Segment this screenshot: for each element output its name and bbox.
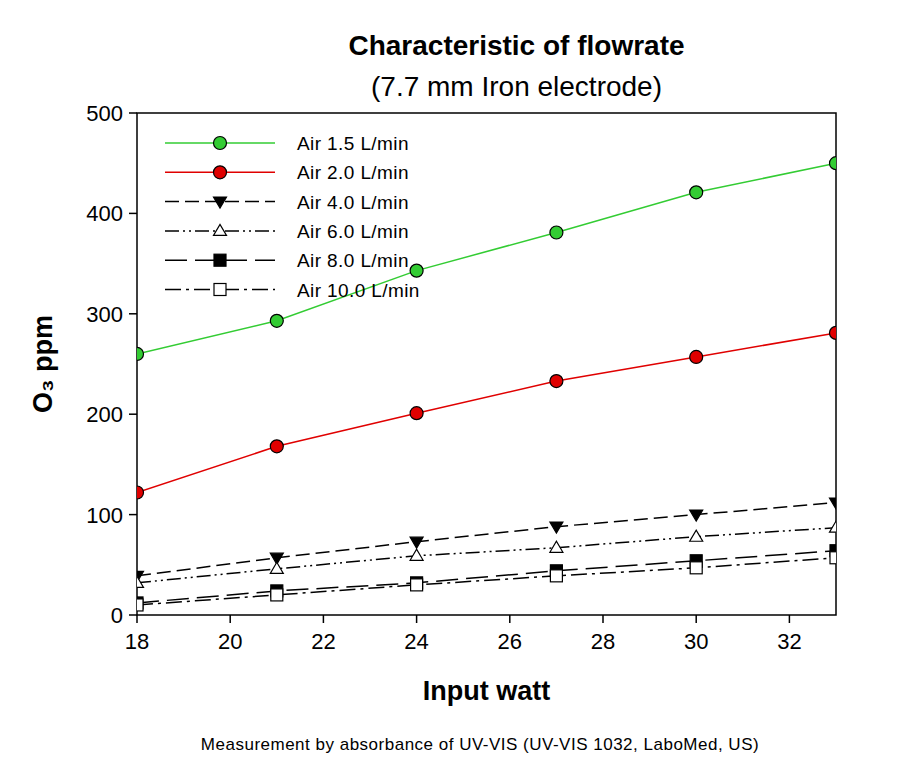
legend-label: Air 6.0 L/min (297, 221, 409, 242)
series-line (137, 333, 836, 493)
point (271, 589, 283, 601)
point (137, 347, 144, 360)
title: Characteristic of flowrate (348, 30, 684, 61)
point (830, 498, 837, 509)
y-tick-label: 100 (86, 503, 123, 528)
x-tick (229, 615, 231, 623)
x-tick-label: 24 (404, 629, 428, 654)
x-tick (602, 615, 604, 623)
point (410, 264, 423, 277)
y-tick (129, 413, 137, 415)
x-tick-label: 28 (591, 629, 615, 654)
series-line (137, 528, 836, 583)
y-tick (129, 112, 137, 114)
point (270, 562, 283, 573)
plot-area (137, 157, 836, 611)
point (690, 510, 703, 521)
point (270, 314, 283, 327)
legend-marker (214, 197, 227, 208)
x-tick-label: 30 (684, 629, 708, 654)
y-tick (129, 313, 137, 315)
point (270, 440, 283, 453)
x-tick-label: 20 (218, 629, 242, 654)
point (550, 541, 563, 552)
x-axis-label: Input watt (423, 676, 550, 706)
x-tick (509, 615, 511, 623)
legend-marker (214, 224, 227, 235)
point (830, 521, 837, 532)
point (410, 407, 423, 420)
y-tick-label: 300 (86, 302, 123, 327)
point (410, 549, 423, 560)
series-line (137, 551, 836, 603)
x-tick (789, 615, 791, 623)
y-tick (129, 213, 137, 215)
legend-label: Air 8.0 L/min (297, 250, 409, 271)
legend-label: Air 10.0 L/min (297, 280, 420, 301)
point (830, 157, 837, 170)
point (137, 576, 144, 587)
series-line (137, 163, 836, 354)
y-tick-label: 400 (86, 201, 123, 226)
x-tick-label: 32 (777, 629, 801, 654)
point (690, 562, 702, 574)
x-tick-label: 18 (125, 629, 149, 654)
point (830, 326, 837, 339)
y-tick-label: 500 (86, 101, 123, 126)
y-tick (129, 514, 137, 516)
point (411, 579, 423, 591)
x-tick (136, 615, 138, 623)
point (690, 186, 703, 199)
y-tick-label: 200 (86, 402, 123, 427)
legend-marker (214, 137, 227, 150)
annotation: Measurement by absorbance of UV-VIS (UV-… (201, 735, 759, 754)
x-tick (695, 615, 697, 623)
x-tick (323, 615, 325, 623)
legend-label: Air 1.5 L/min (297, 133, 409, 154)
point (690, 350, 703, 363)
point (410, 537, 423, 548)
x-tick-label: 22 (311, 629, 335, 654)
point (690, 530, 703, 541)
legend-marker (214, 254, 226, 266)
point (550, 226, 563, 239)
point (830, 552, 836, 564)
legend: Air 1.5 L/min Air 2.0 L/min Air 4.0 L/min A… (165, 133, 420, 301)
point (550, 522, 563, 533)
legend-label: Air 4.0 L/min (297, 192, 409, 213)
y-tick (129, 614, 137, 616)
point (550, 375, 563, 388)
y-axis-label: O₃ ppm (28, 315, 58, 413)
chart: Characteristic of flowrate (7.7 mm Iron e… (0, 0, 903, 784)
point (550, 570, 562, 582)
point (137, 599, 143, 611)
x-tick (416, 615, 418, 623)
y-tick-label: 0 (111, 603, 123, 628)
legend-marker (214, 166, 227, 179)
subtitle: (7.7 mm Iron electrode) (371, 71, 662, 102)
x-tick-label: 26 (498, 629, 522, 654)
point (137, 486, 144, 499)
series-line (137, 558, 836, 605)
legend-marker (214, 284, 226, 296)
plot-frame (137, 113, 836, 615)
legend-label: Air 2.0 L/min (297, 162, 409, 183)
